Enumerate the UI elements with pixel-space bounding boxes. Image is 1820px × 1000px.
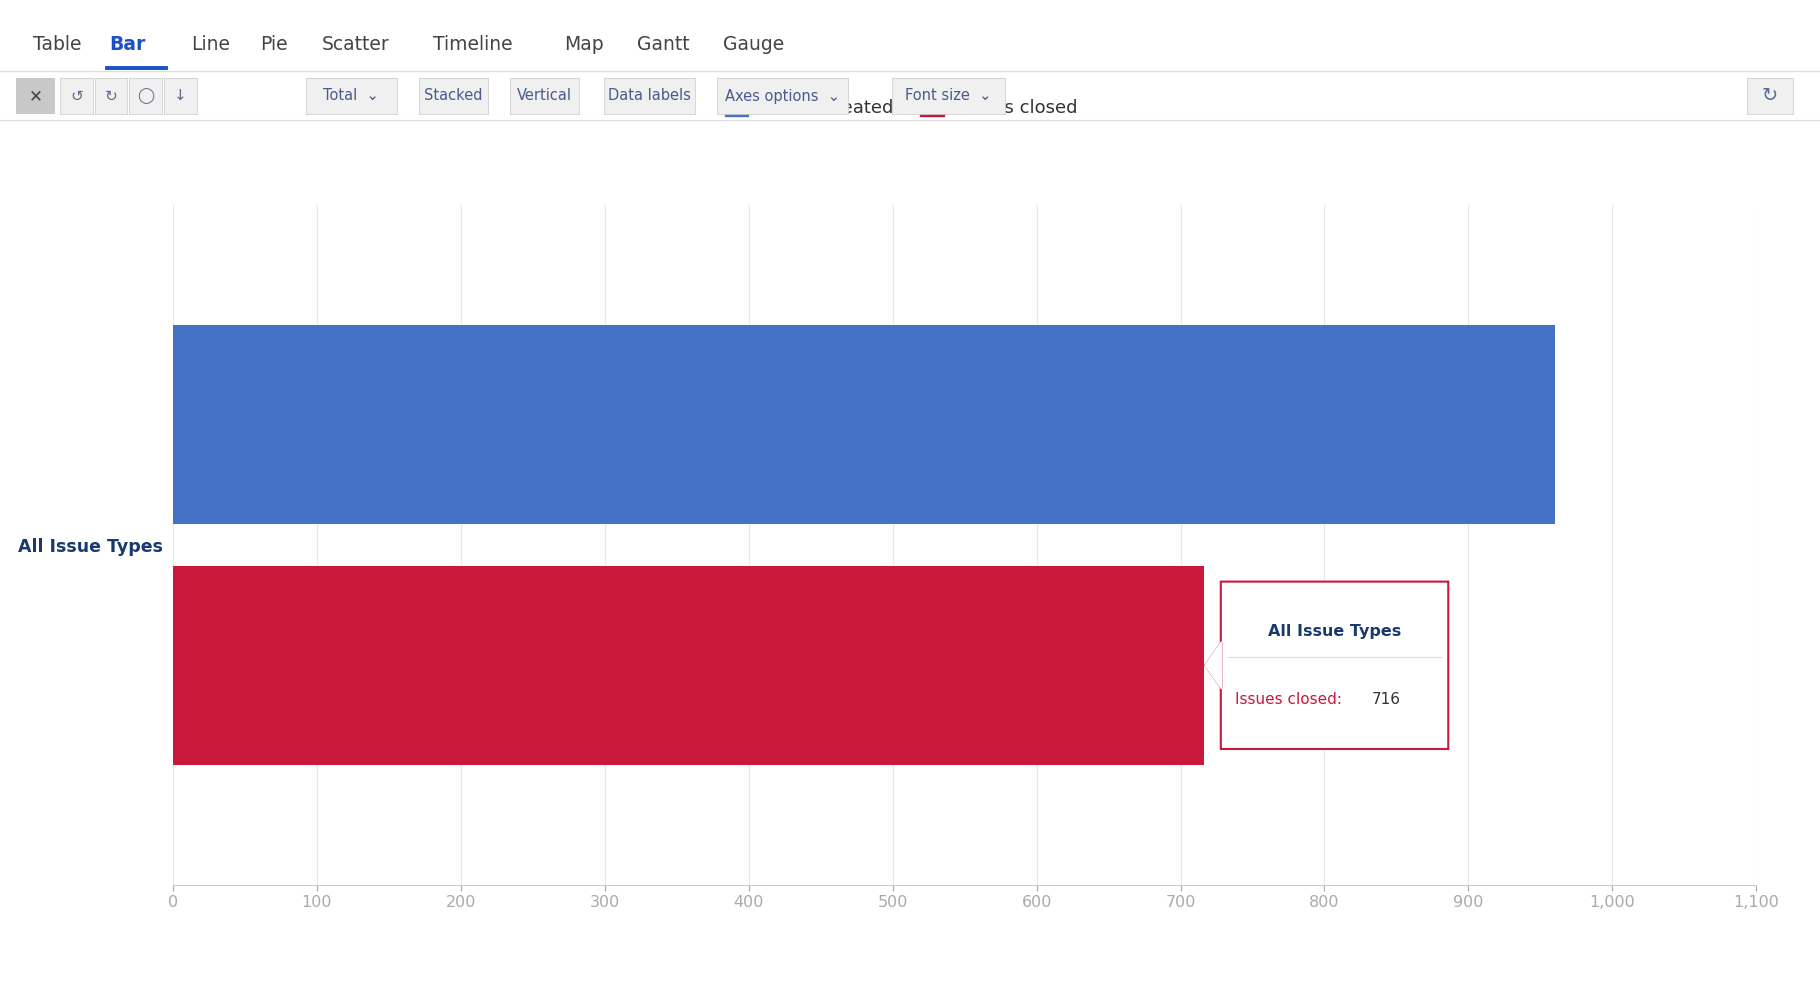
Bar (173, 325, 1554, 524)
Text: Issues closed:: Issues closed: (1236, 692, 1341, 707)
Text: Line: Line (191, 35, 229, 54)
Text: ↻: ↻ (104, 89, 118, 104)
Polygon shape (1205, 642, 1221, 689)
Text: 716: 716 (1372, 692, 1401, 707)
Text: Stacked: Stacked (424, 89, 482, 104)
Text: Font size  ⌄: Font size ⌄ (905, 89, 992, 104)
Text: Vertical: Vertical (517, 89, 571, 104)
Text: Map: Map (564, 35, 604, 54)
Text: Scatter: Scatter (322, 35, 389, 54)
FancyBboxPatch shape (1221, 582, 1449, 749)
Text: Gauge: Gauge (723, 35, 784, 54)
Text: Gantt: Gantt (637, 35, 690, 54)
Legend: Issues created, Issues closed: Issues created, Issues closed (724, 98, 1077, 117)
Bar (173, 566, 1203, 765)
Text: Axes options  ⌄: Axes options ⌄ (724, 89, 841, 104)
Text: Data labels: Data labels (608, 89, 692, 104)
Text: All Issue Types: All Issue Types (1269, 624, 1401, 639)
Text: Table: Table (33, 35, 82, 54)
Text: ↓: ↓ (173, 89, 187, 104)
Text: ✕: ✕ (29, 87, 42, 105)
Text: Total  ⌄: Total ⌄ (324, 89, 379, 104)
Text: ↺: ↺ (69, 89, 84, 104)
Text: Bar: Bar (109, 35, 146, 54)
Text: Pie: Pie (260, 35, 288, 54)
Text: ◯: ◯ (136, 88, 155, 104)
Text: Timeline: Timeline (433, 35, 513, 54)
Text: ↻: ↻ (1762, 87, 1778, 105)
